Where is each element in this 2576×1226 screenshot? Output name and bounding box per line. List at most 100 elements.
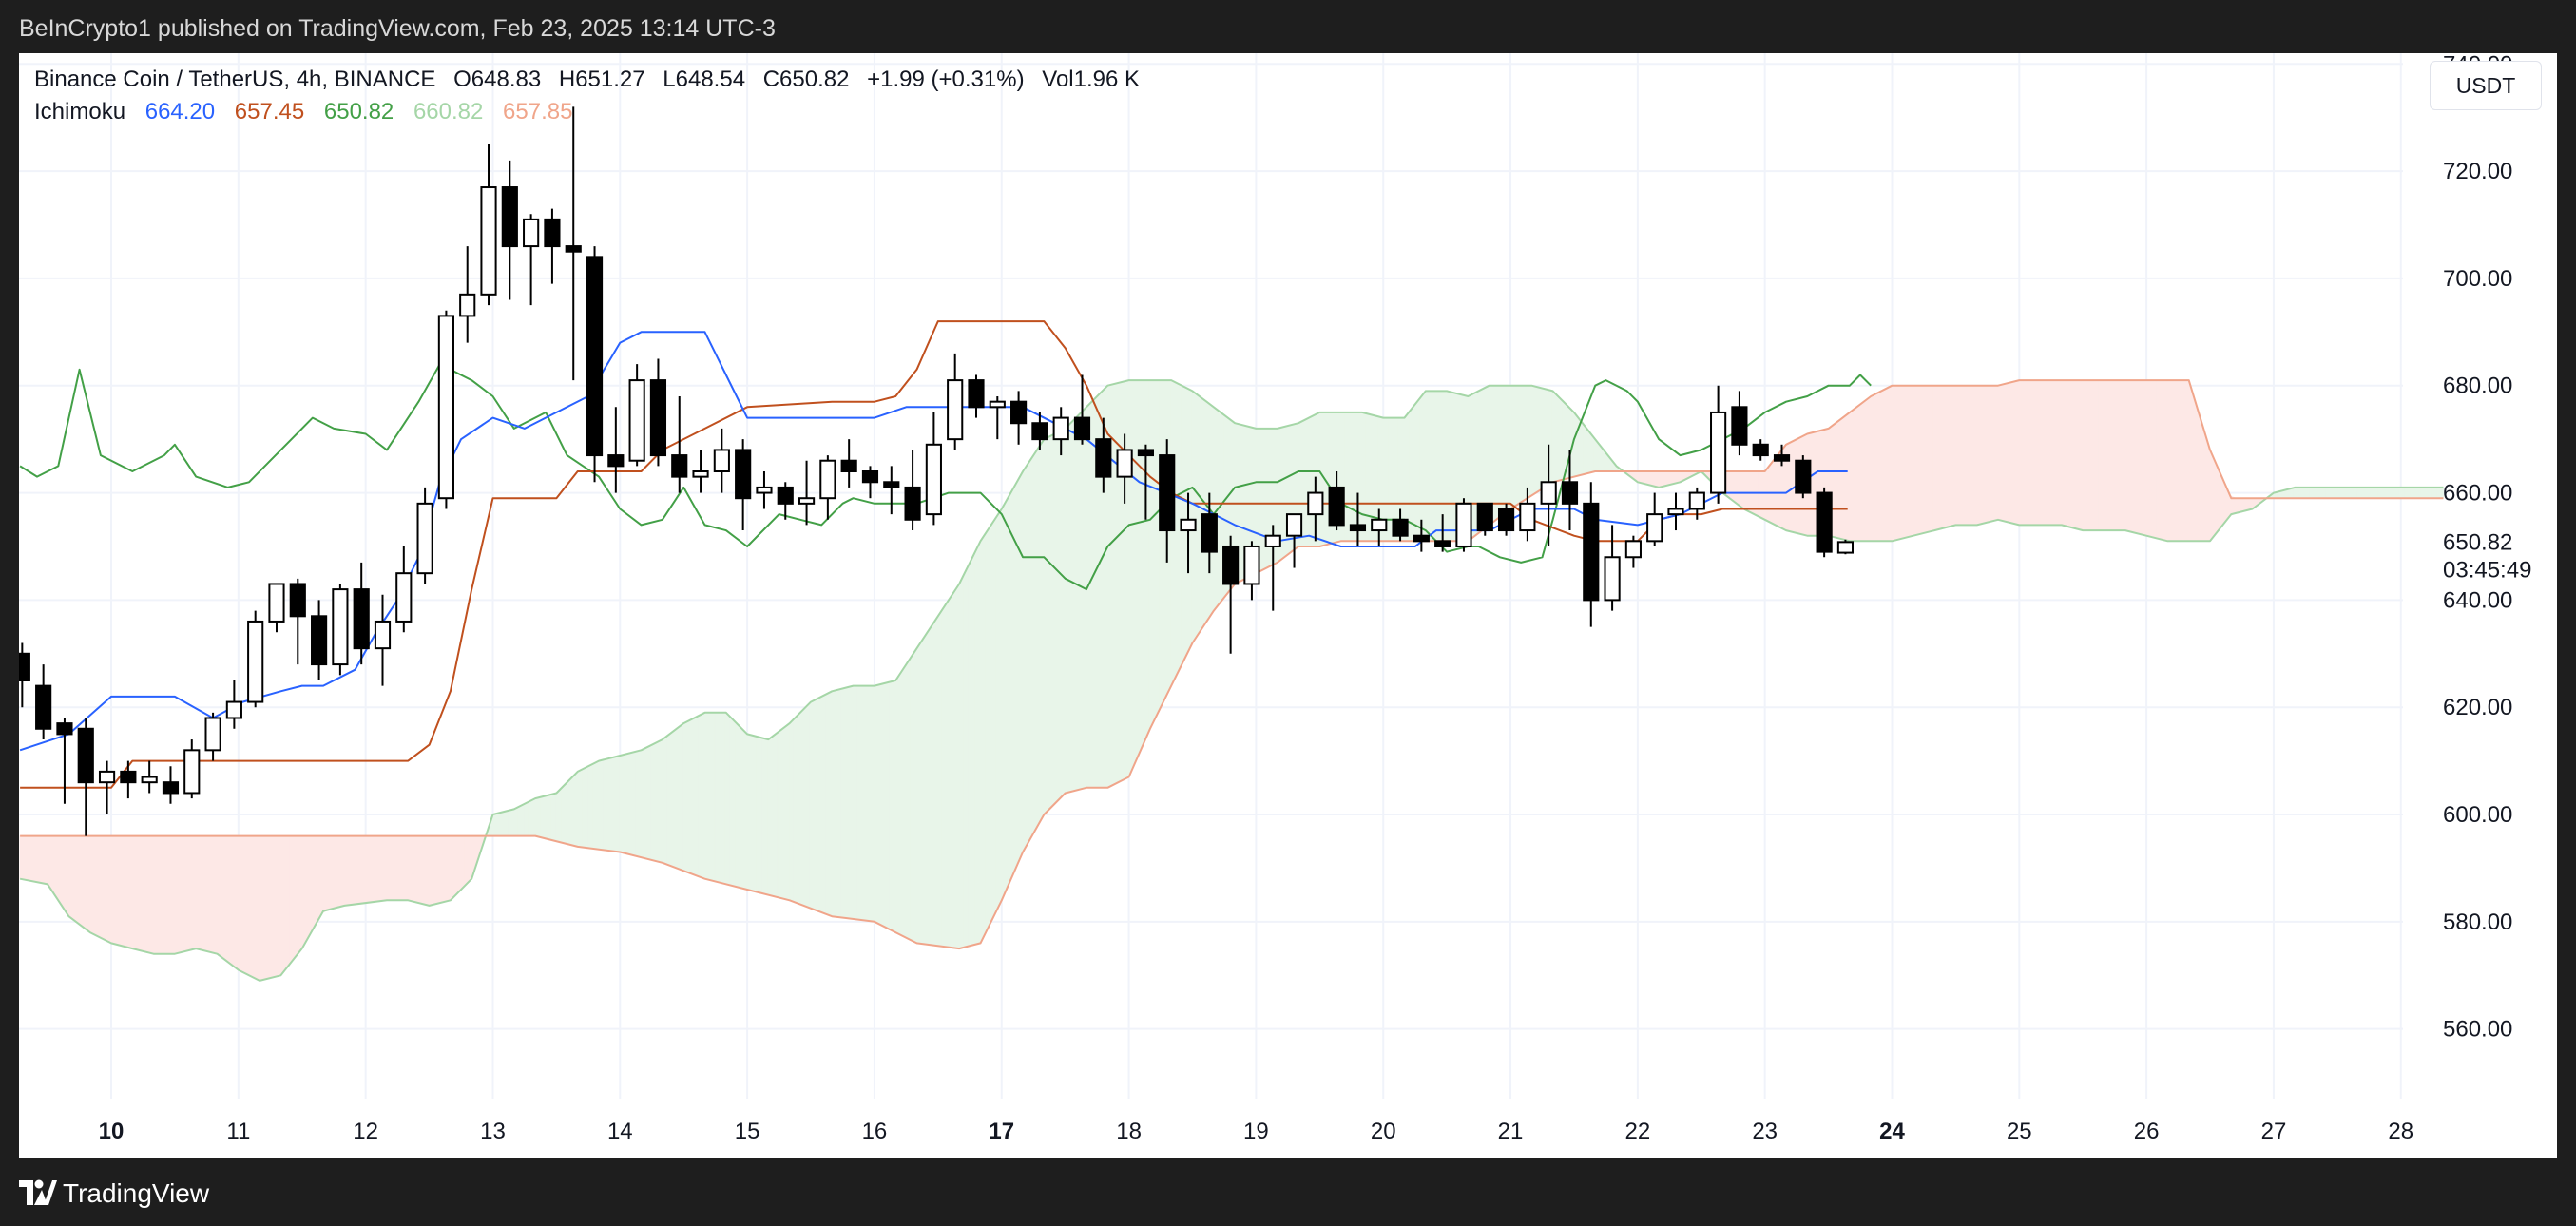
cloud-segment [777,727,784,900]
candle-body [374,620,392,650]
cloud-segment [2124,379,2130,532]
candle-body [925,443,942,516]
cloud-segment [687,718,694,875]
cloud-segment [994,508,1002,914]
cloud-segment [644,744,652,861]
cloud-segment [2076,379,2083,531]
candle [77,718,94,836]
candle-body [1031,422,1048,441]
cloud-segment [1005,489,1012,891]
time-tick-label: 27 [2261,1119,2287,1144]
cloud-segment [2377,487,2385,499]
candle [1624,535,1642,568]
price-axis[interactable]: 560.00 580.00 600.00 620.00 640.00 660.00 680.… [2443,53,2512,1043]
cloud-segment [1434,390,1441,542]
cloud-segment [1529,385,1537,497]
indicator-name[interactable]: Ichimoku [34,99,126,125]
cloud-segment [840,686,848,919]
cloud-segment [2340,487,2348,499]
candle-body [883,481,900,488]
cloud-segment [93,835,101,939]
time-axis[interactable]: 10 11 12 13 14 15 16 17 18 19 20 21 22 23 24 25 26 27 28 [99,1119,2413,1144]
price-tick-label: 580.00 [2443,910,2512,935]
cloud-segment [729,716,737,888]
cloud-segment [586,763,593,850]
cloud-segment [1451,391,1457,542]
candle-body [989,400,1006,409]
candle-body [735,449,752,500]
cloud-segment [2420,487,2428,499]
candle-body [1413,534,1430,543]
price-chart[interactable]: 560.00 580.00 600.00 620.00 640.00 660.00 680.… [19,53,2557,1158]
candle [1795,455,1812,499]
cloud-segment [984,525,990,935]
cloud-segment [1922,385,1929,534]
cloud-segment [1344,412,1352,542]
candle-body [1583,502,1600,602]
cloud-segment [395,835,403,901]
candle [332,584,349,676]
cloud-segment [1758,470,1765,521]
cloud-segment [2017,379,2025,526]
tradingview-logo-icon[interactable] [19,1178,57,1207]
candle-body [713,449,730,472]
currency-unit-button[interactable]: USDT [2430,61,2542,110]
cloud-segment [2161,379,2167,542]
candle [1180,492,1197,574]
cloud-segment [2208,446,2216,543]
symbol-title[interactable]: Binance Coin / TetherUS, 4h, BINANCE [34,67,436,92]
lagging-span-line [19,363,1872,591]
cloud-segment [809,699,816,911]
time-tick-label: 22 [1625,1119,1651,1144]
candle-body [141,776,158,784]
candle [1222,535,1240,654]
cloud-segment [1663,470,1669,488]
lagging-value: 650.82 [323,99,394,125]
cloud-segment [2346,487,2353,499]
cloud-segment [1657,470,1664,488]
cloud-segment [957,575,965,949]
cloud-segment [655,738,663,864]
cloud-segment [772,731,779,898]
cloud-segment [952,584,959,949]
candle [225,680,242,729]
candle [713,428,730,493]
cloud-segment [2001,382,2009,523]
cloud-segment [2086,379,2093,531]
cloud-segment [1445,390,1452,542]
cloud-segment [624,752,630,855]
cloud-segment [1858,400,1865,542]
time-tick-label: 23 [1752,1119,1778,1144]
cloud-segment [502,810,509,837]
candle-body [459,293,476,317]
cloud-segment [1301,417,1309,547]
cloud-segment [1042,435,1049,818]
cloud-segment [1190,389,1198,647]
cloud-segment [867,685,875,923]
tradingview-brand[interactable]: TradingView [63,1178,210,1208]
cloud-segment [358,835,366,905]
cloud-segment [1525,385,1531,501]
candle-body [1052,416,1069,441]
cloud-segment [453,835,461,897]
cloud-segment [2038,379,2046,526]
cloud-segment [125,835,132,949]
close-value: C650.82 [762,67,850,92]
cloud-segment [1126,379,1134,778]
cloud-segment [289,835,297,966]
cloud-segment [1996,384,2003,522]
cloud-segment [1763,465,1770,523]
cloud-segment [2113,379,2120,531]
cloud-segment [353,835,360,906]
candle [459,246,476,343]
cloud-segment [877,682,885,928]
candle-body [1180,518,1197,532]
candle [777,482,794,520]
candle-body [416,502,433,575]
cloud-segment [305,835,313,944]
cloud-segment [873,683,879,925]
chart-panel[interactable]: 560.00 580.00 600.00 620.00 640.00 660.00 680.… [19,53,2557,1158]
cloud-segment [591,760,599,851]
cloud-segment [136,835,143,952]
cloud-segment [751,734,758,893]
